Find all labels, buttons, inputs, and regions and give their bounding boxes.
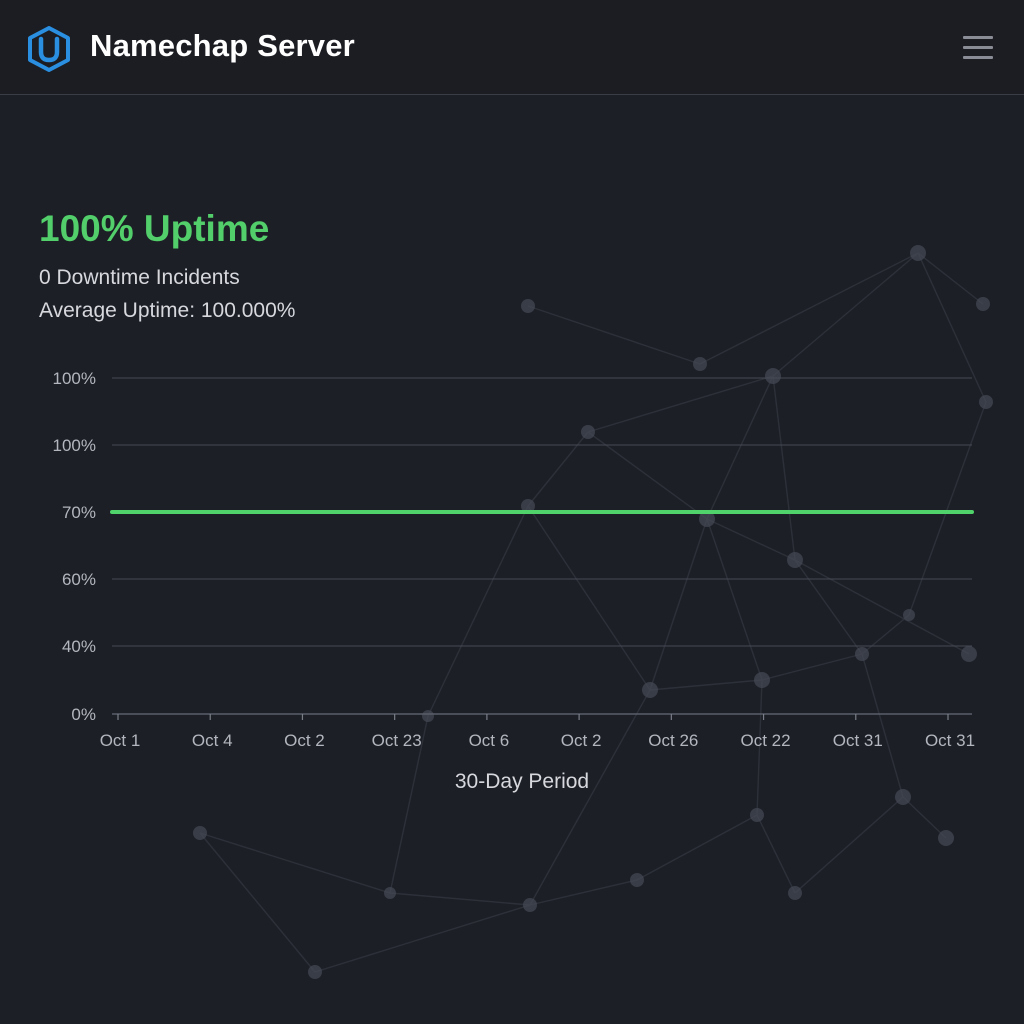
hamburger-menu-icon	[963, 36, 993, 39]
app-title: Namechap Server	[90, 28, 355, 63]
y-tick-label: 40%	[62, 637, 96, 656]
x-tick-label: Oct 2	[284, 731, 325, 750]
x-tick-label: Oct 23	[372, 731, 422, 750]
y-tick-label: 100%	[53, 369, 96, 388]
hamburger-menu-icon	[963, 56, 993, 59]
uptime-heading: 100% Uptime	[39, 208, 270, 249]
shield-u-logo-icon[interactable]	[26, 26, 72, 72]
hamburger-menu-icon	[963, 46, 993, 49]
x-tick-label: Oct 22	[741, 731, 791, 750]
x-axis-title: 30-Day Period	[454, 770, 590, 793]
average-uptime-text: Average Uptime: 100.000%	[39, 299, 296, 322]
top-navigation-bar: Namechap Server	[0, 0, 1024, 95]
x-tick-label: Oct 2	[561, 731, 602, 750]
x-tick-label: Oct 6	[469, 731, 510, 750]
hamburger-menu-button[interactable]	[956, 30, 1000, 66]
downtime-incidents-text: 0 Downtime Incidents	[39, 266, 240, 289]
x-tick-label: Oct 4	[192, 731, 233, 750]
x-tick-label: Oct 31	[925, 731, 975, 750]
x-tick-label: Oct 1	[100, 731, 141, 750]
x-tick-label: Oct 31	[833, 731, 883, 750]
y-tick-label: 0%	[71, 705, 96, 724]
x-tick-label: Oct 26	[648, 731, 698, 750]
y-tick-label: 100%	[53, 436, 96, 455]
y-tick-label: 60%	[62, 570, 96, 589]
y-tick-label: 70%	[62, 503, 96, 522]
